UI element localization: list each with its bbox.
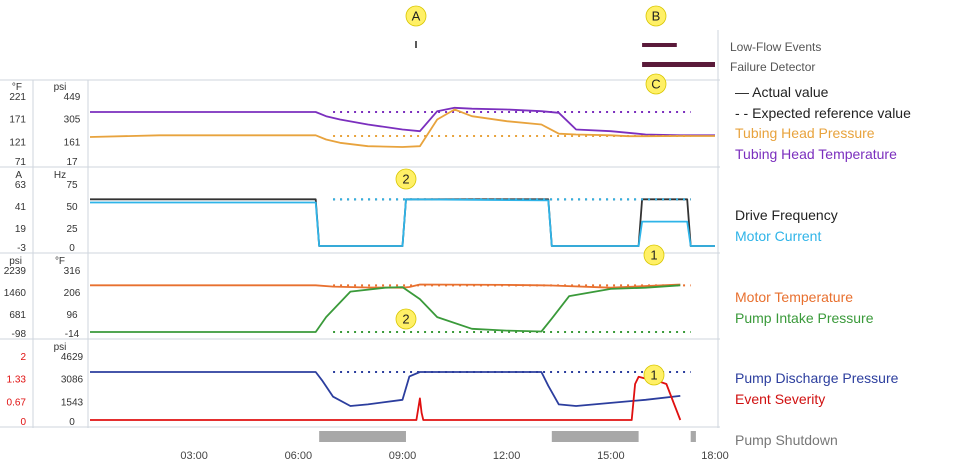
label-tubing-head-pressure: Tubing Head Pressure — [735, 125, 875, 141]
pump-discharge-pressure-line — [90, 371, 681, 407]
label-failure-detector: Failure Detector — [730, 60, 816, 74]
marker-A — [405, 5, 427, 27]
marker-label-m2a: 2 — [402, 172, 409, 187]
right-tick-label: 305 — [64, 115, 81, 126]
right-tick-label: 206 — [64, 288, 81, 299]
left-axis-unit: °F — [12, 82, 22, 93]
legend-actual-label: Actual value — [752, 84, 829, 100]
left-tick-label: 19 — [15, 224, 27, 235]
marker-label-m1a: 1 — [650, 248, 657, 263]
marker-label-A: A — [412, 9, 421, 24]
right-tick-label: 96 — [66, 310, 78, 321]
left-tick-label: 0 — [20, 417, 26, 428]
legend-expected-label: Expected reference value — [752, 105, 911, 121]
right-tick-label: 0 — [69, 243, 75, 254]
right-tick-label: 25 — [66, 224, 78, 235]
x-tick-label: 03:00 — [180, 450, 208, 462]
right-tick-label: 4629 — [61, 352, 84, 363]
right-axis-unit: psi — [54, 342, 67, 353]
label-low-flow-events: Low-Flow Events — [730, 40, 822, 54]
right-axis-unit: °F — [55, 256, 65, 267]
legend-expected-glyph: - - — [735, 105, 749, 121]
pump-intake-pressure-line — [90, 284, 681, 333]
left-tick-label: -98 — [12, 329, 27, 340]
shutdown-interval — [690, 431, 696, 442]
label-event-severity: Event Severity — [735, 391, 826, 407]
x-tick-label: 18:00 — [701, 450, 729, 462]
label-pump-intake-pressure: Pump Intake Pressure — [735, 310, 874, 326]
right-axis-unit: psi — [54, 82, 67, 93]
shutdown-interval — [319, 431, 406, 442]
failure-detector-bar — [642, 62, 715, 67]
x-tick-label: 09:00 — [389, 450, 417, 462]
left-axis-unit: A — [15, 170, 22, 181]
marker-m1a — [643, 244, 665, 266]
right-tick-label: 17 — [66, 157, 78, 168]
low-flow-event-bar — [642, 43, 677, 47]
right-tick-label: 316 — [64, 266, 81, 277]
label-pump-shutdown: Pump Shutdown — [735, 432, 838, 448]
marker-label-C: C — [651, 77, 660, 92]
x-tick-label: 06:00 — [285, 450, 313, 462]
label-tubing-head-temperature: Tubing Head Temperature — [735, 146, 897, 162]
right-tick-label: 75 — [66, 180, 78, 191]
left-tick-label: 0.67 — [7, 397, 27, 408]
marker-m2b — [395, 308, 417, 330]
right-tick-label: 3086 — [61, 375, 84, 386]
right-axis-unit: Hz — [54, 170, 66, 181]
marker-label-B: B — [652, 9, 661, 24]
left-tick-label: 121 — [9, 137, 26, 148]
tubing-head-pressure-line — [89, 108, 715, 148]
x-tick-label: 15:00 — [597, 450, 625, 462]
label-pump-discharge-pressure: Pump Discharge Pressure — [735, 370, 899, 386]
left-tick-label: 71 — [15, 157, 27, 168]
left-tick-label: 63 — [15, 180, 27, 191]
left-tick-label: 681 — [9, 310, 26, 321]
label-motor-current: Motor Current — [735, 228, 822, 244]
motor-temperature-line — [90, 283, 681, 289]
left-tick-label: 2 — [20, 352, 26, 363]
left-tick-label: 221 — [9, 92, 26, 103]
right-tick-label: 0 — [69, 417, 75, 428]
motor-current-line — [90, 198, 715, 247]
right-tick-label: 449 — [64, 92, 81, 103]
marker-B — [645, 5, 667, 27]
label-motor-temperature: Motor Temperature — [735, 289, 854, 305]
marker-m1b — [643, 364, 665, 386]
legend-actual-glyph: — — [735, 84, 749, 100]
left-tick-label: 1460 — [4, 288, 27, 299]
left-tick-label: 1.33 — [7, 375, 27, 386]
event-severity-line — [90, 375, 682, 421]
left-tick-label: 171 — [9, 115, 26, 126]
marker-label-m2b: 2 — [402, 312, 409, 327]
left-tick-label: -3 — [17, 243, 26, 254]
marker-label-m1b: 1 — [650, 368, 657, 383]
right-tick-label: 50 — [66, 202, 78, 213]
x-tick-label: 12:00 — [493, 450, 521, 462]
marker-C — [645, 73, 667, 95]
shutdown-interval — [551, 431, 639, 442]
left-axis-unit: psi — [9, 256, 22, 267]
left-tick-label: 41 — [15, 202, 27, 213]
tubing-head-temperature-line — [90, 106, 715, 137]
right-tick-label: 161 — [64, 137, 81, 148]
legend-actual: — Actual value — [735, 84, 828, 100]
left-tick-label: 2239 — [4, 266, 27, 277]
right-tick-label: -14 — [65, 329, 80, 340]
right-tick-label: 1543 — [61, 397, 84, 408]
marker-m2a — [395, 168, 417, 190]
label-drive-frequency: Drive Frequency — [735, 207, 838, 223]
legend-expected: - - Expected reference value — [735, 105, 911, 121]
